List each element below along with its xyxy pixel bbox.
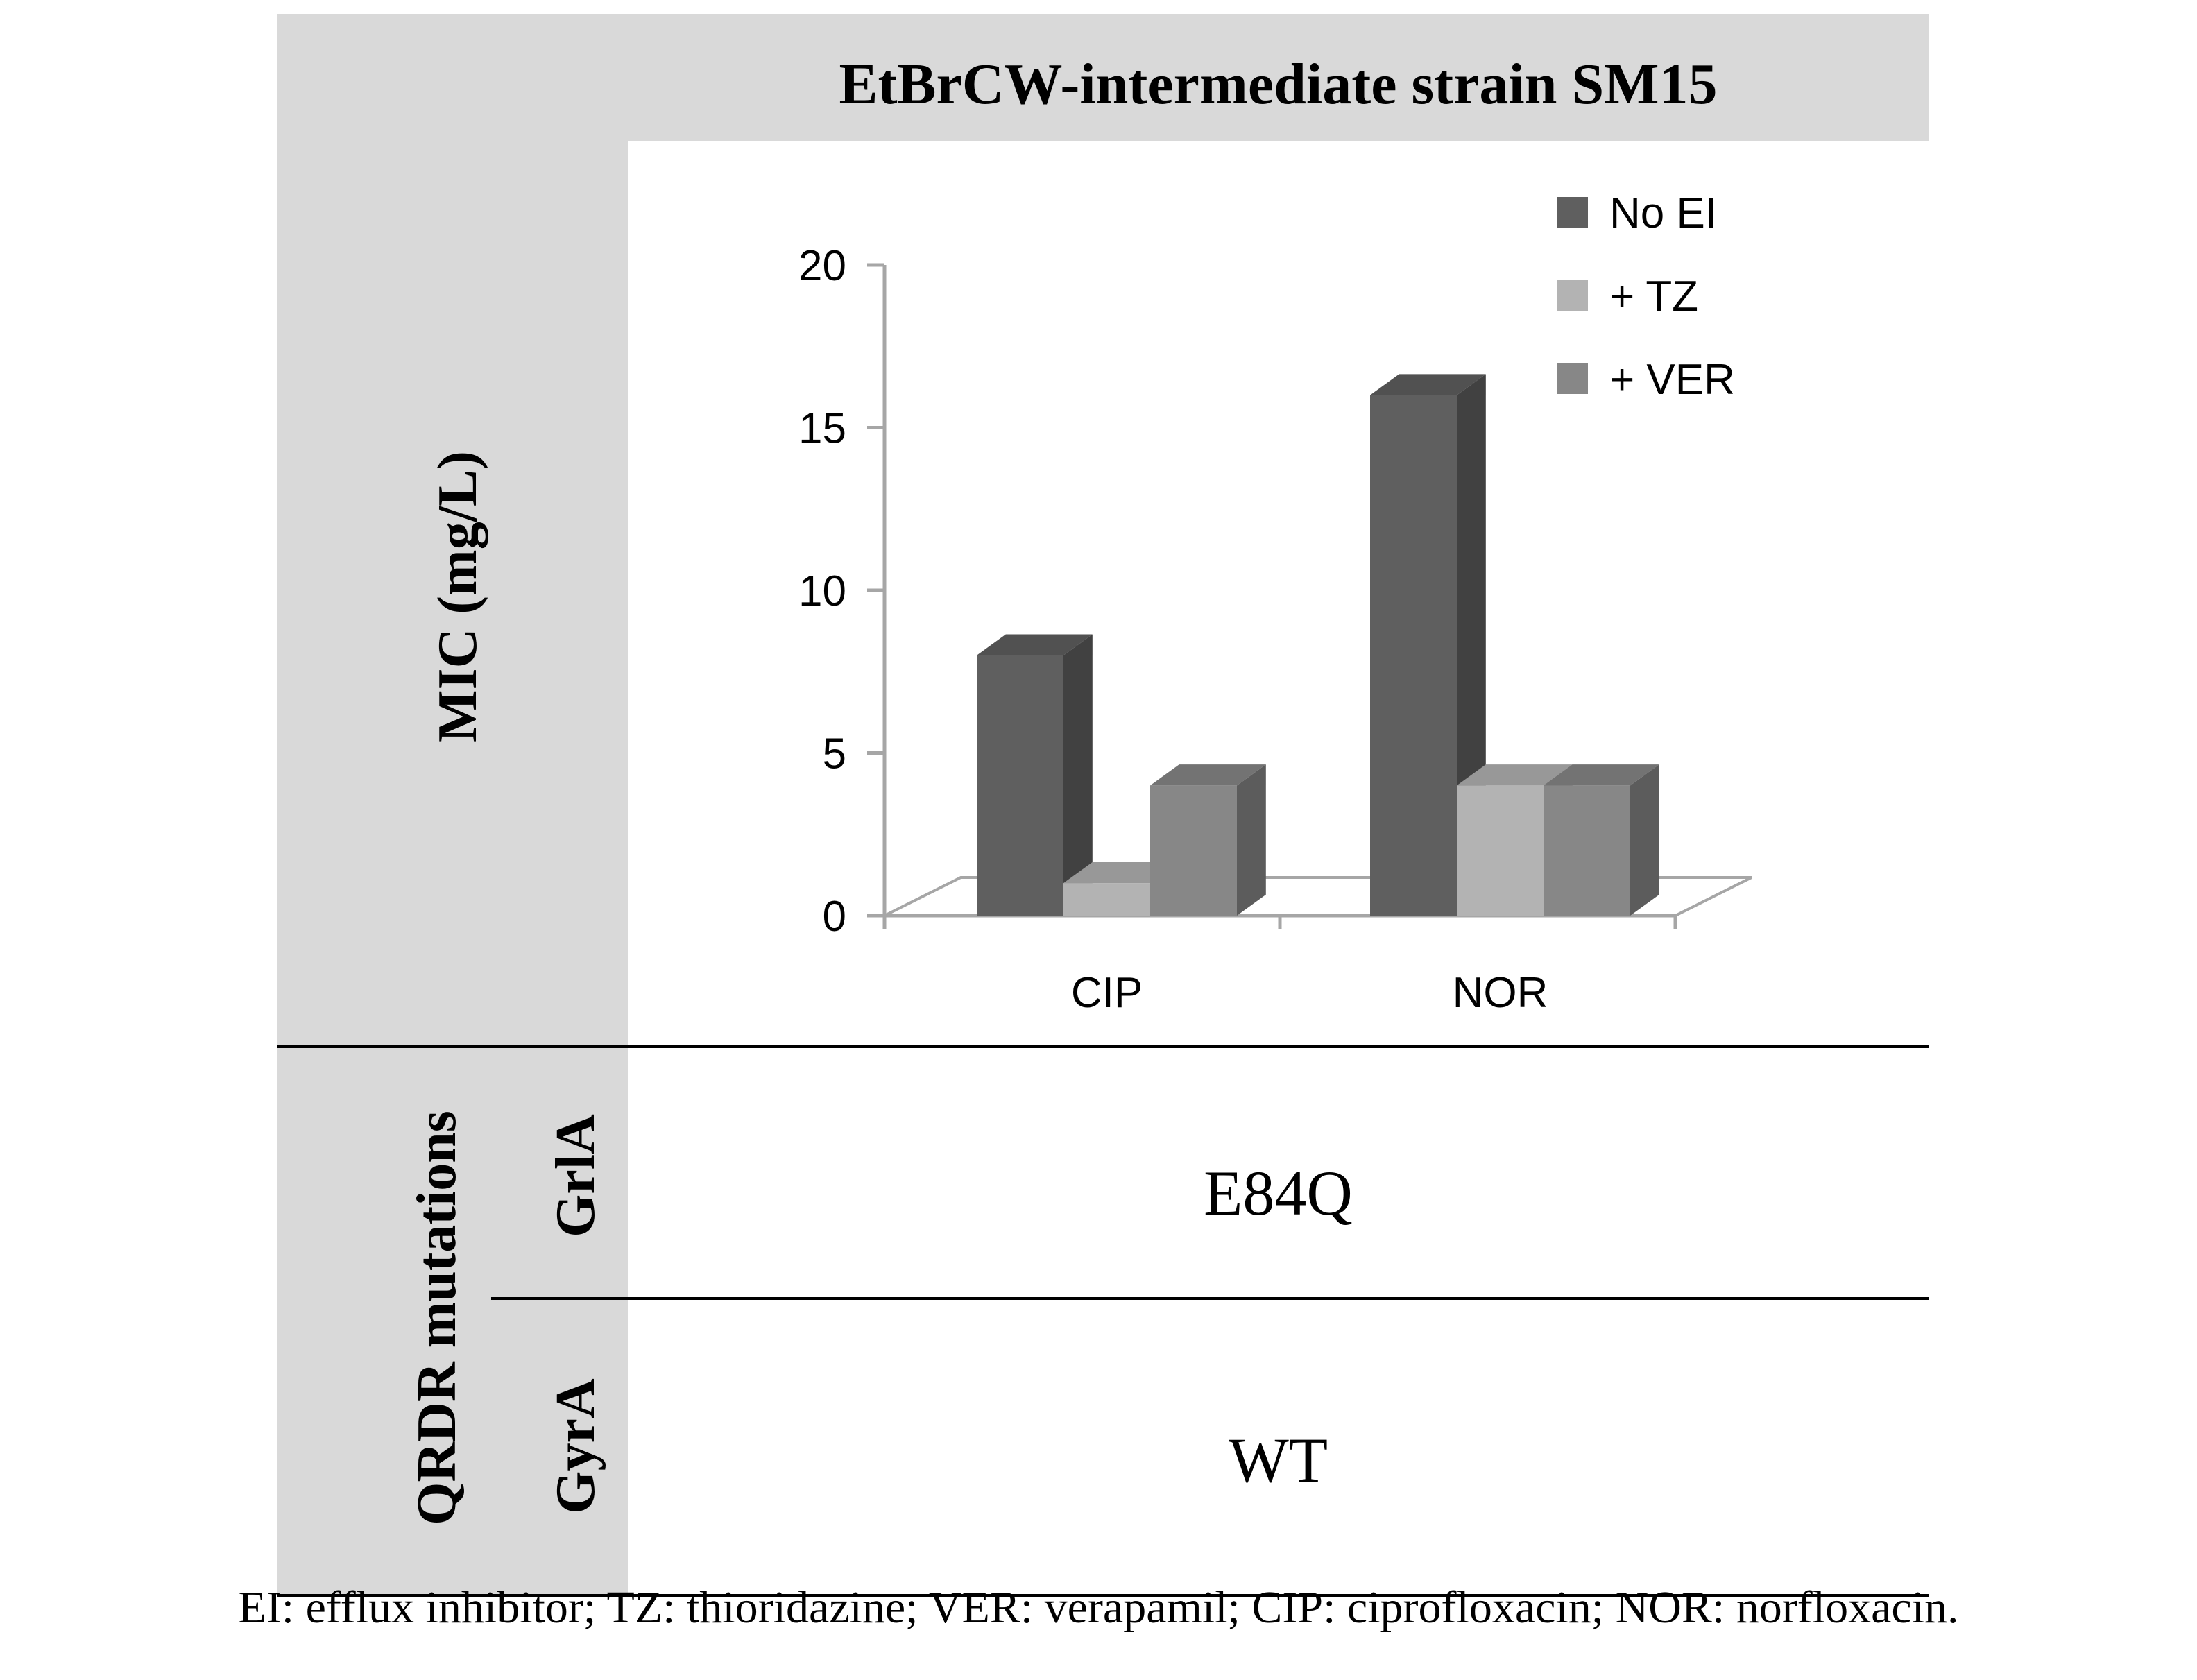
legend-swatch — [1557, 363, 1588, 394]
legend-label: No EI — [1609, 189, 1717, 237]
grla-mutation-value: E84Q — [1204, 1158, 1353, 1228]
bar — [1544, 785, 1630, 916]
bar-top — [1150, 764, 1266, 786]
legend-label: + VER — [1609, 356, 1735, 404]
divider-chart-bottom — [277, 1045, 1929, 1048]
y-tick-label: 0 — [823, 893, 846, 941]
bar-top — [1457, 764, 1573, 786]
bar-side — [1237, 764, 1266, 916]
bar — [1063, 883, 1150, 916]
bar-top — [1544, 764, 1659, 786]
legend-label: + TZ — [1609, 273, 1698, 320]
bar — [1150, 785, 1237, 916]
chart-title: EtBrCW-intermediate strain SM15 — [839, 52, 1718, 117]
y-tick-label: 5 — [823, 730, 846, 778]
bar-side — [1063, 634, 1093, 916]
left-label-column — [277, 14, 628, 1595]
bar — [977, 655, 1063, 916]
bar-top — [977, 634, 1093, 655]
bar-side — [1630, 764, 1659, 916]
gyra-mutation-value: WT — [1228, 1425, 1328, 1495]
bar — [1370, 395, 1457, 916]
divider-table-bottom — [277, 1594, 1929, 1597]
bar-top — [1370, 374, 1486, 395]
divider-grla-gyra — [491, 1297, 1929, 1300]
y-tick-label: 15 — [798, 405, 846, 453]
bar — [1457, 785, 1544, 916]
title-band — [628, 14, 1929, 141]
figure-caption: EI: efflux inhibitor; TZ: thioridazine; … — [238, 1582, 1959, 1633]
y-tick-label: 10 — [798, 567, 846, 615]
x-tick-label: NOR — [1453, 969, 1548, 1017]
x-tick-label: CIP — [1071, 969, 1143, 1017]
legend-swatch — [1557, 280, 1588, 311]
legend-swatch — [1557, 197, 1588, 228]
y-tick-label: 20 — [798, 242, 846, 290]
